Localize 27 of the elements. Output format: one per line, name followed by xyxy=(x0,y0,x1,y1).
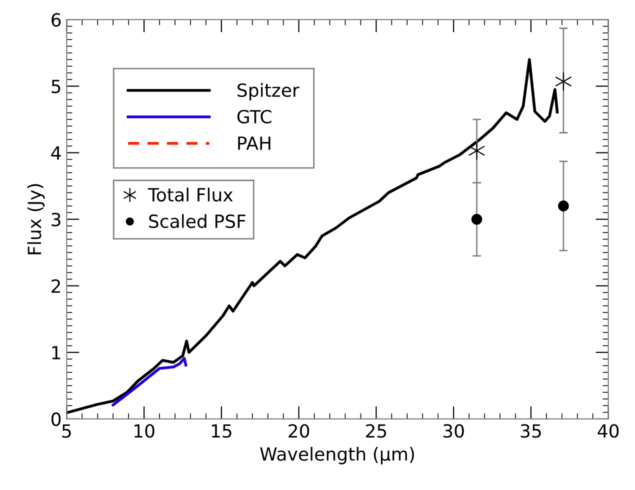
x-tick-label: 5 xyxy=(62,424,71,438)
y-tick-label: 4 xyxy=(51,146,61,160)
y-tick-label: 1 xyxy=(52,346,60,360)
x-tick-label: 30 xyxy=(443,424,464,438)
point xyxy=(558,200,569,212)
line-series xyxy=(112,356,188,406)
x-tick-label: 25 xyxy=(366,424,386,438)
y-tick-label: 2 xyxy=(52,279,60,293)
y-tick-label: 3 xyxy=(52,212,60,226)
legend-label: PAH xyxy=(238,136,270,150)
y-axis-title: Flux (Jy) xyxy=(27,184,45,254)
legend-label: Total Flux xyxy=(148,188,233,202)
x-tick-label: 40 xyxy=(598,424,619,438)
y-tick-label: 5 xyxy=(52,80,60,94)
legend-label: GTC xyxy=(237,110,272,124)
x-tick-label: 10 xyxy=(134,424,154,438)
legend-label: Scaled PSF xyxy=(149,214,246,228)
x-tick-label: 35 xyxy=(520,424,541,438)
legend-label: Spitzer xyxy=(238,83,300,100)
point xyxy=(471,214,482,225)
point xyxy=(555,72,572,92)
y-tick-label: 6 xyxy=(52,13,61,27)
y-tick-label: 0 xyxy=(52,412,61,426)
x-tick-label: 15 xyxy=(212,424,232,438)
x-tick-label: 20 xyxy=(288,424,310,438)
point xyxy=(468,141,486,160)
x-axis-title: Wavelength (μm) xyxy=(260,446,414,464)
